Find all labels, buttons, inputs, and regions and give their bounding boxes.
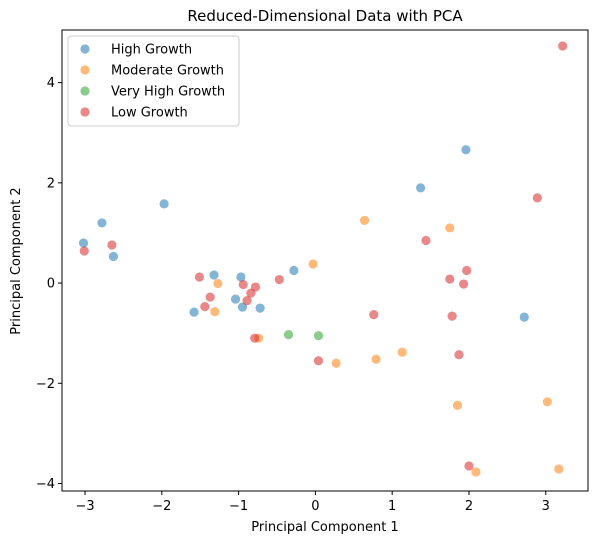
y-tick-label: −4 xyxy=(36,477,55,492)
data-point xyxy=(452,400,463,410)
data-point xyxy=(416,183,426,193)
data-point xyxy=(283,330,294,340)
data-point xyxy=(108,251,119,262)
data-points xyxy=(78,41,568,477)
data-point xyxy=(78,238,89,248)
data-point xyxy=(532,193,542,203)
data-point xyxy=(471,467,481,477)
legend: High Growth Moderate Growth Very High Grow… xyxy=(67,35,240,127)
x-tick-label: −3 xyxy=(75,499,94,514)
data-point xyxy=(464,461,474,471)
data-point xyxy=(107,240,117,250)
data-point xyxy=(236,272,246,282)
y-tick-label: 4 xyxy=(47,76,55,91)
x-tick-label: −1 xyxy=(229,499,248,514)
data-point xyxy=(230,294,241,304)
x-axis-label: Principal Component 1 xyxy=(251,520,398,535)
data-point xyxy=(194,272,205,282)
data-point xyxy=(200,302,210,312)
plot-frame xyxy=(61,29,589,492)
data-point xyxy=(371,354,381,364)
x-tick-label: 1 xyxy=(388,499,396,514)
data-point xyxy=(359,215,370,226)
series-moderate-growth xyxy=(210,215,564,477)
data-point xyxy=(313,331,324,341)
data-point xyxy=(421,235,431,246)
data-point xyxy=(159,199,169,209)
legend-marker xyxy=(80,86,90,96)
data-point xyxy=(447,311,457,321)
axis-ticks: −3 −2 −1 0 1 2 3 −4 −2 0 2 4 xyxy=(36,76,550,514)
x-tick-label: 2 xyxy=(465,499,473,514)
y-tick-label: 2 xyxy=(47,176,55,191)
y-tick-label: −2 xyxy=(36,377,55,392)
data-point xyxy=(519,312,529,322)
data-point xyxy=(250,333,260,343)
series-high-growth xyxy=(78,145,529,322)
data-point xyxy=(459,279,469,289)
data-point xyxy=(246,288,256,298)
y-tick-label: 0 xyxy=(47,277,55,292)
series-low-growth xyxy=(79,41,568,471)
data-point xyxy=(331,358,341,368)
x-tick-label: 0 xyxy=(311,499,319,514)
legend-label: High Growth xyxy=(111,43,192,58)
legend-marker xyxy=(80,65,90,75)
legend-label: Moderate Growth xyxy=(111,64,224,79)
data-point xyxy=(213,278,223,289)
data-point xyxy=(79,246,89,256)
legend-frame xyxy=(67,35,240,127)
data-point xyxy=(462,265,472,276)
data-point xyxy=(97,218,107,228)
y-axis-label: Principal Component 2 xyxy=(9,187,24,334)
data-point xyxy=(242,295,252,306)
data-point xyxy=(313,356,324,366)
data-point xyxy=(237,302,248,312)
legend-marker xyxy=(80,44,90,54)
data-point xyxy=(205,292,215,302)
data-point xyxy=(397,347,407,357)
data-point xyxy=(369,310,379,320)
data-point xyxy=(554,464,564,474)
chart-title: Reduced-Dimensional Data with PCA xyxy=(187,7,463,25)
data-point xyxy=(289,265,299,276)
data-point xyxy=(445,223,455,233)
x-tick-label: 3 xyxy=(542,499,550,514)
data-point xyxy=(274,274,284,285)
legend-marker xyxy=(80,107,90,117)
data-point xyxy=(189,307,199,317)
legend-label: Low Growth xyxy=(111,106,188,121)
data-point xyxy=(308,259,318,269)
data-point xyxy=(209,270,219,280)
data-point xyxy=(542,397,552,407)
data-point xyxy=(255,303,265,313)
x-tick-label: −2 xyxy=(152,499,171,514)
data-point xyxy=(238,279,248,290)
data-point xyxy=(454,350,464,360)
legend-label: Very High Growth xyxy=(111,85,225,100)
data-point xyxy=(558,41,568,51)
series-very-high-growth xyxy=(283,330,324,341)
data-point xyxy=(445,274,455,284)
data-point xyxy=(461,145,471,155)
data-point xyxy=(210,307,220,317)
